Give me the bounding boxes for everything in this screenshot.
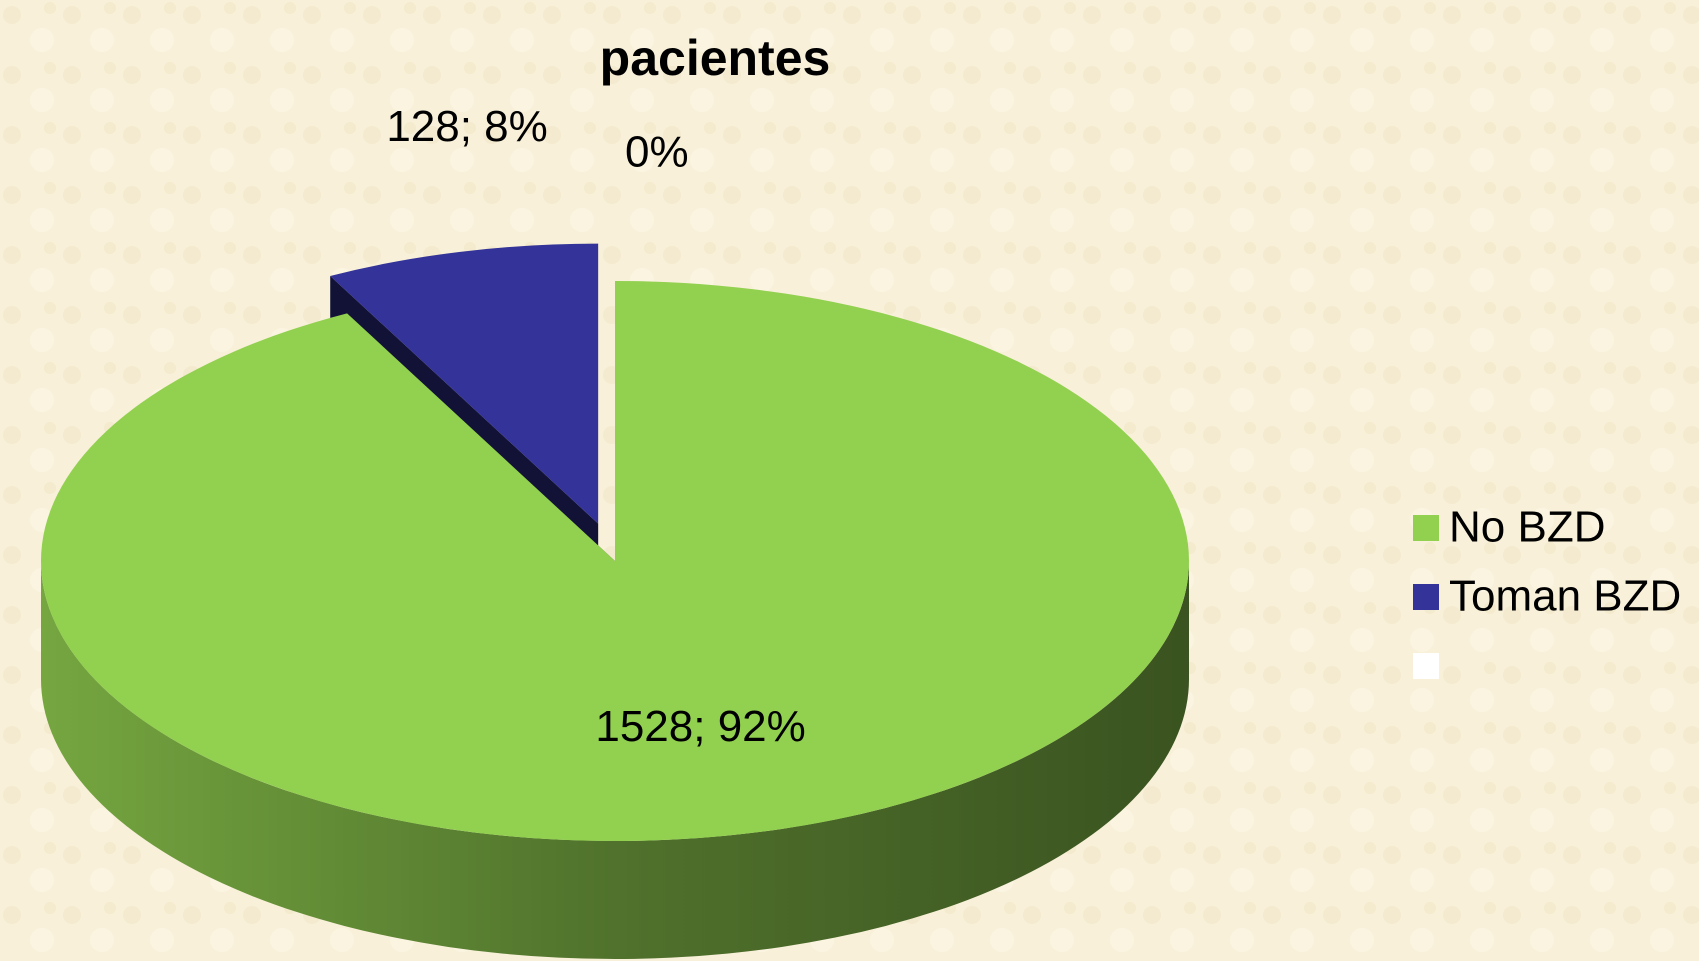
legend-swatch — [1413, 584, 1439, 610]
slice-top — [330, 243, 599, 524]
legend-swatch — [1413, 653, 1439, 679]
legend-swatch — [1413, 515, 1439, 541]
legend: No BZD Toman BZD — [1413, 503, 1681, 679]
chart-title: pacientes — [600, 30, 831, 86]
data-label: 128; 8% — [386, 102, 547, 151]
data-label: 1528; 92% — [595, 702, 805, 751]
legend-label: Toman BZD — [1449, 572, 1681, 621]
slice-top — [41, 281, 1190, 841]
data-label: 0% — [625, 128, 689, 177]
slice-outer-wall — [41, 561, 1189, 959]
legend-label: No BZD — [1449, 503, 1605, 552]
pie: 1528; 92% 128; 8% 0% — [41, 102, 1190, 959]
pie-slice — [41, 281, 1190, 959]
